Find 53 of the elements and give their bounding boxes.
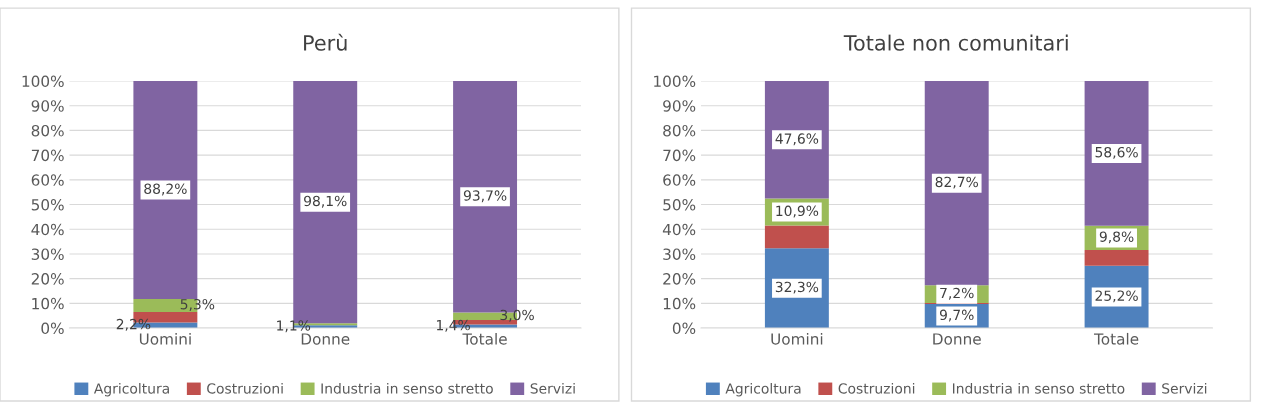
legend-label: Agricoltura <box>93 382 169 397</box>
data-label: 1,1% <box>277 320 311 333</box>
y-tick-label: 70% <box>31 149 64 162</box>
y-tick-label: 40% <box>662 223 696 236</box>
y-tick-label: 80% <box>663 124 696 137</box>
data-label: 7,2% <box>940 287 974 300</box>
y-tick-label: 30% <box>31 248 64 260</box>
legend-label: Costruzioni <box>207 382 283 394</box>
data-label: 9,8% <box>1099 231 1134 244</box>
y-tick-label: 50% <box>663 198 696 211</box>
data-label: 10,9% <box>776 205 819 218</box>
x-tick-label: Uomini <box>139 332 191 345</box>
data-label: 93,7% <box>463 190 507 203</box>
x-tick-label: Totale <box>462 332 507 345</box>
data-label: 32,3% <box>775 281 819 294</box>
data-label: 98,1% <box>304 195 347 208</box>
data-label: 47,6% <box>775 133 819 146</box>
y-tick-label: 50% <box>31 198 64 211</box>
legend-label: Servizi <box>530 382 575 394</box>
legend-label: Servizi <box>1162 382 1207 394</box>
y-tick-label: 10% <box>663 297 696 310</box>
legend-label: Costruzioni <box>838 382 915 394</box>
data-label: 9,7% <box>939 309 974 322</box>
data-label: 1,4% <box>436 319 470 332</box>
x-tick-label: Totale <box>1093 332 1139 345</box>
x-tick-label: Donne <box>301 333 350 345</box>
data-label: 58,6% <box>1095 146 1138 159</box>
y-tick-label: 90% <box>663 100 696 112</box>
data-label: 2,2% <box>116 318 151 331</box>
legend-label: Agricoltura <box>725 382 801 397</box>
y-tick-label: 0% <box>41 322 64 335</box>
x-tick-label: Uomini <box>771 332 823 345</box>
y-tick-label: 70% <box>663 149 696 162</box>
y-tick-label: 100% <box>22 75 64 88</box>
data-label: 82,7% <box>935 176 979 189</box>
y-tick-label: 60% <box>31 174 64 186</box>
chart-title: Totale non comunitari <box>843 34 1068 51</box>
legend-label: Industria in senso stretto <box>952 382 1125 394</box>
y-tick-label: 0% <box>672 322 696 335</box>
y-tick-label: 30% <box>663 248 696 260</box>
y-tick-label: 10% <box>32 297 64 310</box>
legend-label: Industria in senso stretto <box>321 382 493 394</box>
y-tick-label: 20% <box>663 273 696 285</box>
chart-title: Perù <box>304 33 347 51</box>
data-label: 88,2% <box>144 183 187 196</box>
y-tick-label: 100% <box>654 75 696 88</box>
data-label: 25,2% <box>1095 290 1138 303</box>
y-tick-label: 40% <box>31 223 64 236</box>
y-tick-label: 80% <box>31 124 64 137</box>
x-tick-label: Donne <box>933 333 981 345</box>
y-tick-label: 20% <box>31 273 64 285</box>
y-tick-label: 60% <box>663 174 696 186</box>
y-tick-label: 90% <box>31 100 64 112</box>
